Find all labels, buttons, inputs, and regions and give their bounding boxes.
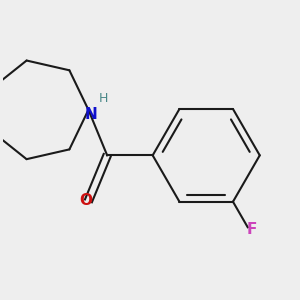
Text: H: H: [99, 92, 108, 105]
Text: O: O: [79, 194, 92, 208]
Text: F: F: [247, 222, 257, 237]
Text: N: N: [85, 106, 98, 122]
